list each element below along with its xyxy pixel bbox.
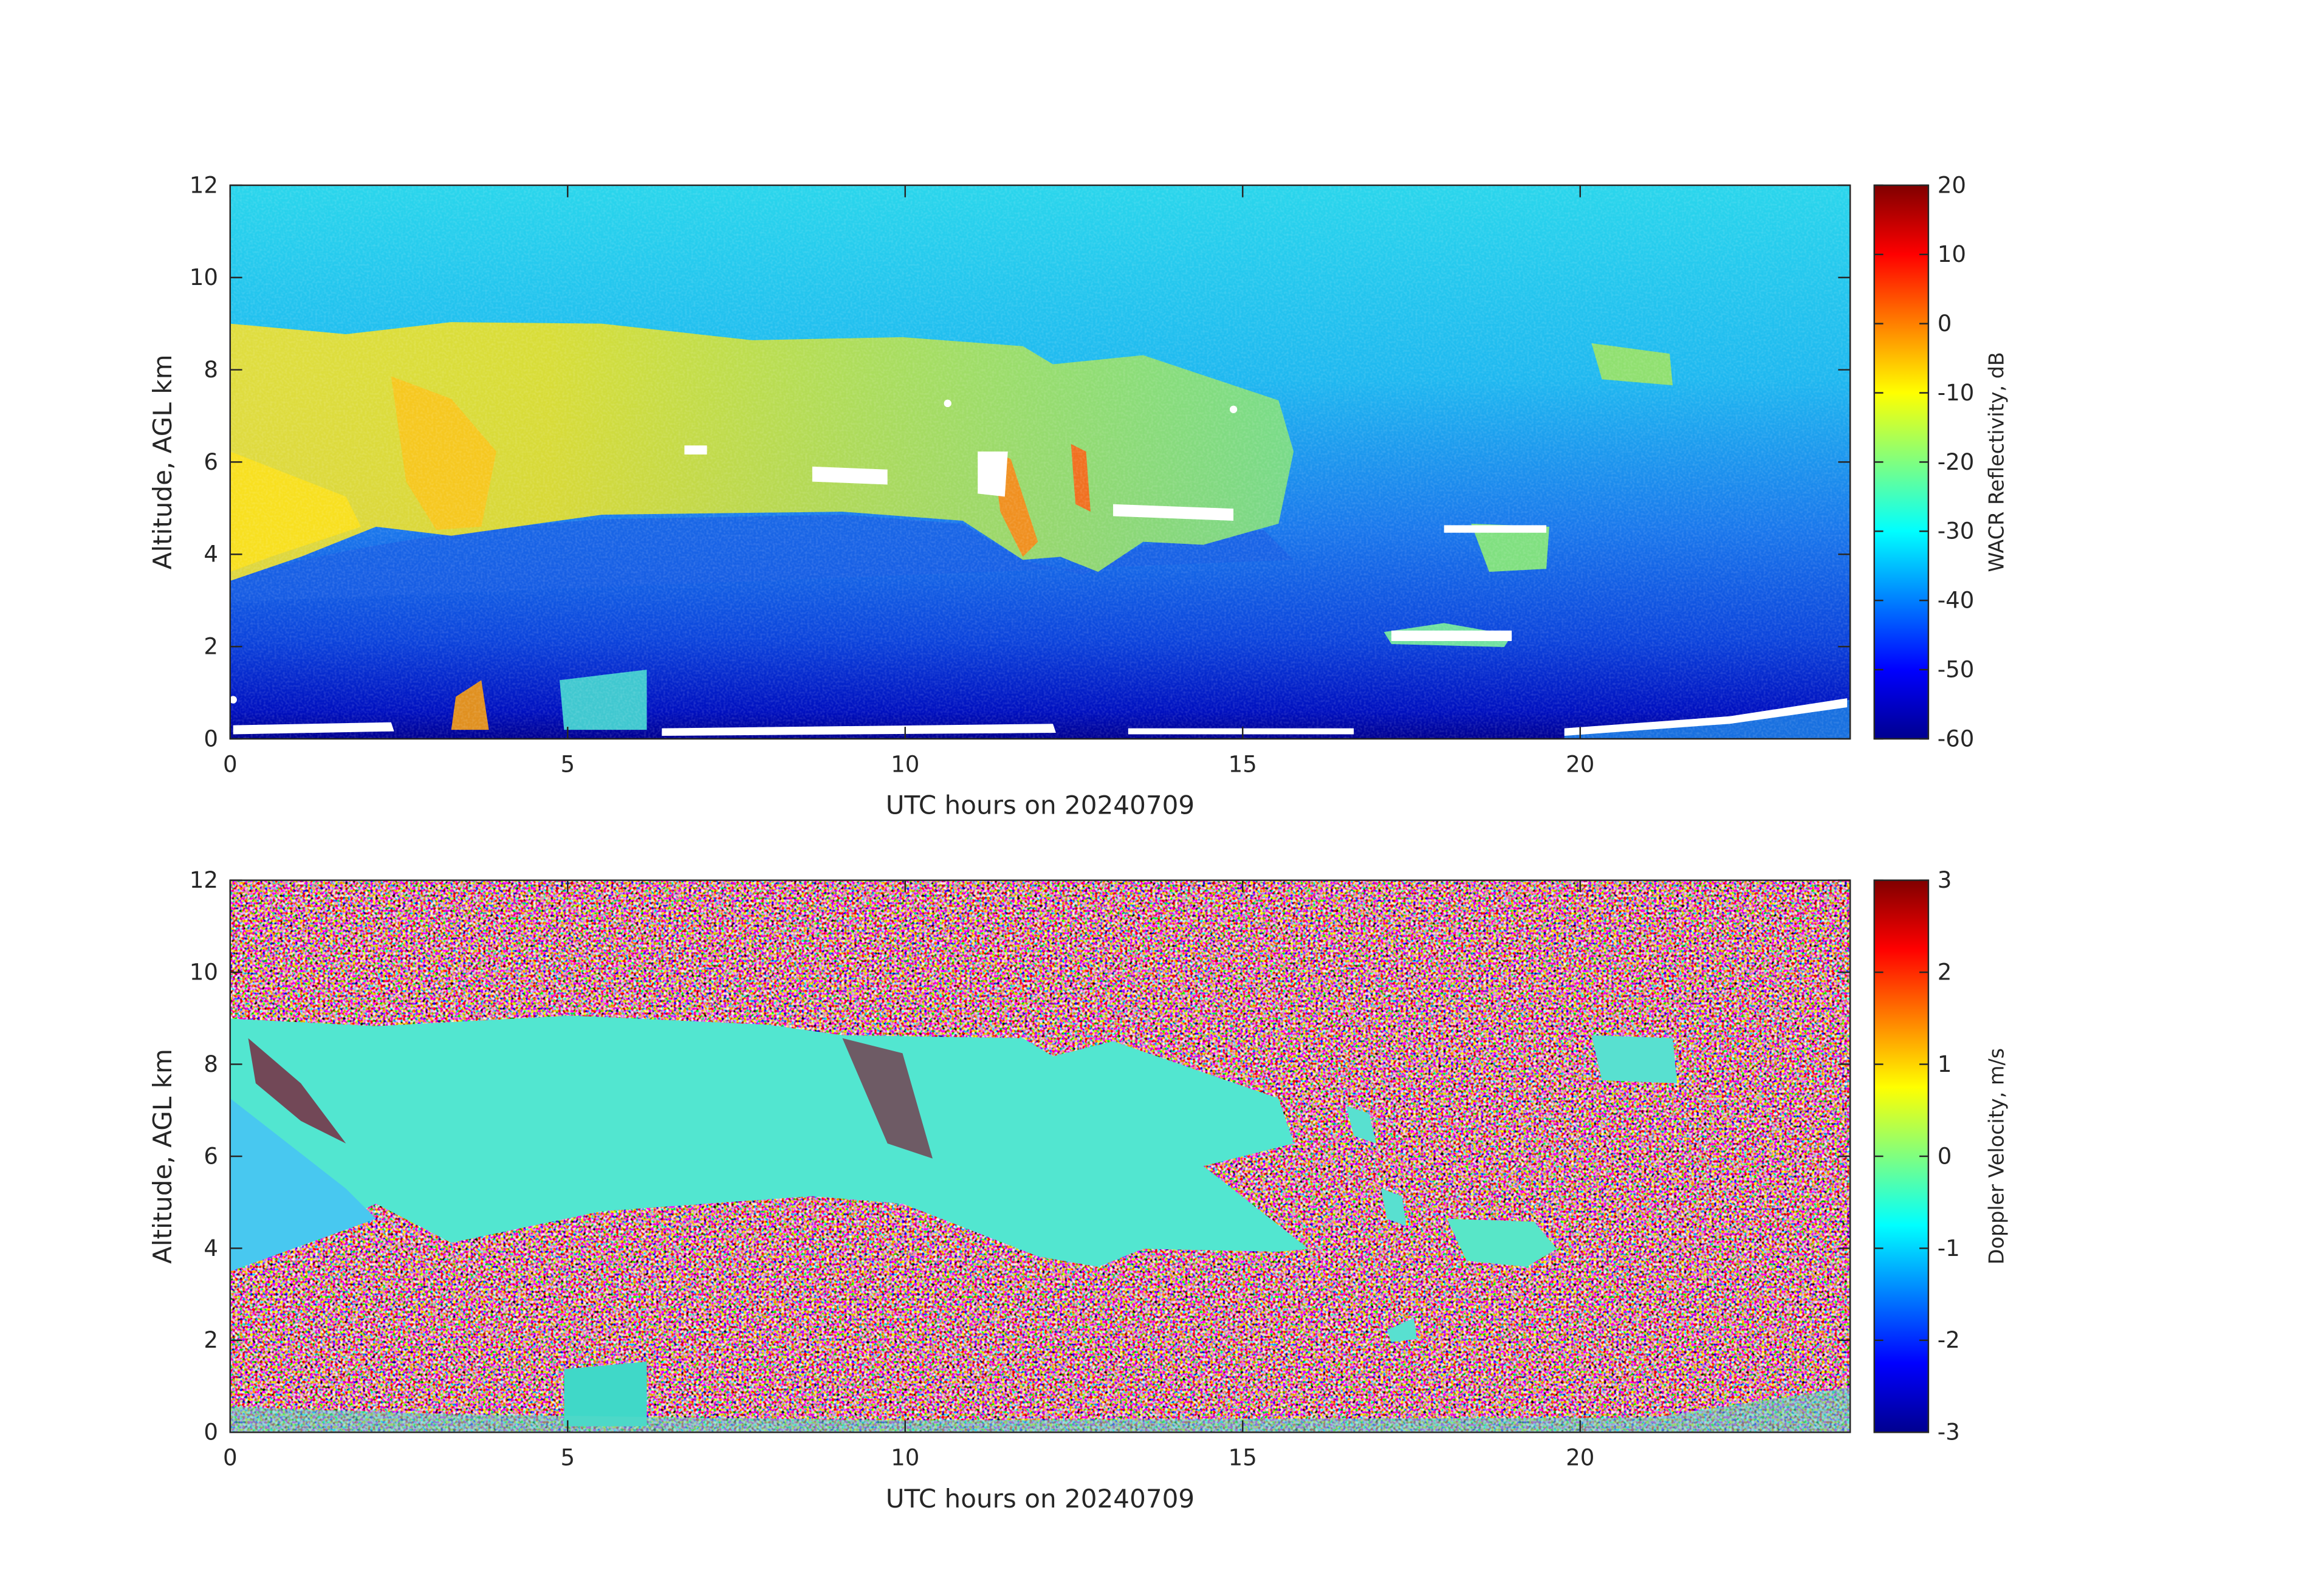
colorbar-tick-label: -10 bbox=[1938, 380, 1975, 406]
y-tick-label: 6 bbox=[204, 449, 218, 475]
x-tick-label: 20 bbox=[1566, 751, 1594, 777]
y-tick-label: 6 bbox=[204, 1143, 218, 1169]
y-axis-label: Altitude, AGL km bbox=[148, 1049, 177, 1264]
colorbar-tick-label: -50 bbox=[1938, 656, 1975, 682]
x-axis-label: UTC hours on 20240709 bbox=[886, 1484, 1195, 1514]
y-tick-label: 10 bbox=[190, 264, 218, 290]
velocity-image bbox=[230, 880, 1851, 1433]
colorbar-tick-label: -3 bbox=[1938, 1419, 1960, 1446]
colorbar-tick-label: -1 bbox=[1938, 1235, 1960, 1261]
colorbar-tick-label: -30 bbox=[1938, 518, 1975, 544]
colorbar-tick-label: 3 bbox=[1938, 867, 1952, 893]
y-tick-label: 8 bbox=[204, 1051, 218, 1077]
y-tick-label: 4 bbox=[204, 1235, 218, 1261]
colorbar-tick-label: 1 bbox=[1938, 1051, 1952, 1077]
colorbar-tick-label: 2 bbox=[1938, 959, 1952, 985]
colorbar-tick-label: -60 bbox=[1938, 725, 1975, 752]
y-tick-label: 12 bbox=[190, 867, 218, 893]
reflectivity-image bbox=[230, 185, 1851, 739]
x-tick-label: 0 bbox=[223, 1445, 238, 1471]
y-tick-label: 0 bbox=[204, 725, 218, 752]
y-tick-label: 10 bbox=[190, 959, 218, 985]
y-tick-label: 8 bbox=[204, 357, 218, 383]
colorbar-tick-label: 20 bbox=[1938, 172, 1966, 198]
colorbar-tick-label: 0 bbox=[1938, 1143, 1952, 1169]
x-tick-label: 5 bbox=[560, 1445, 575, 1471]
colorbar-tick-label: -20 bbox=[1938, 449, 1975, 475]
x-tick-label: 5 bbox=[560, 751, 575, 777]
colorbar-tick-label: 10 bbox=[1938, 241, 1966, 267]
colorbar-label: WACR Reflectivity, dB bbox=[1985, 352, 2009, 572]
y-tick-label: 12 bbox=[190, 172, 218, 198]
x-tick-label: 10 bbox=[891, 1445, 919, 1471]
colorbar-tick-label: 0 bbox=[1938, 310, 1952, 337]
y-tick-label: 4 bbox=[204, 541, 218, 568]
x-tick-label: 10 bbox=[891, 751, 919, 777]
x-axis-label: UTC hours on 20240709 bbox=[886, 791, 1195, 820]
y-tick-label: 0 bbox=[204, 1419, 218, 1446]
y-axis-label: Altitude, AGL km bbox=[148, 354, 177, 569]
colorbar-label: Doppler Velocity, m/s bbox=[1985, 1048, 2009, 1264]
colorbar-tick-label: -40 bbox=[1938, 588, 1975, 614]
x-tick-label: 0 bbox=[223, 751, 238, 777]
x-tick-label: 20 bbox=[1566, 1445, 1594, 1471]
x-tick-label: 15 bbox=[1229, 751, 1257, 777]
y-tick-label: 2 bbox=[204, 1327, 218, 1353]
y-tick-label: 2 bbox=[204, 633, 218, 659]
colorbar-tick-label: -2 bbox=[1938, 1327, 1960, 1353]
x-tick-label: 15 bbox=[1229, 1445, 1257, 1471]
